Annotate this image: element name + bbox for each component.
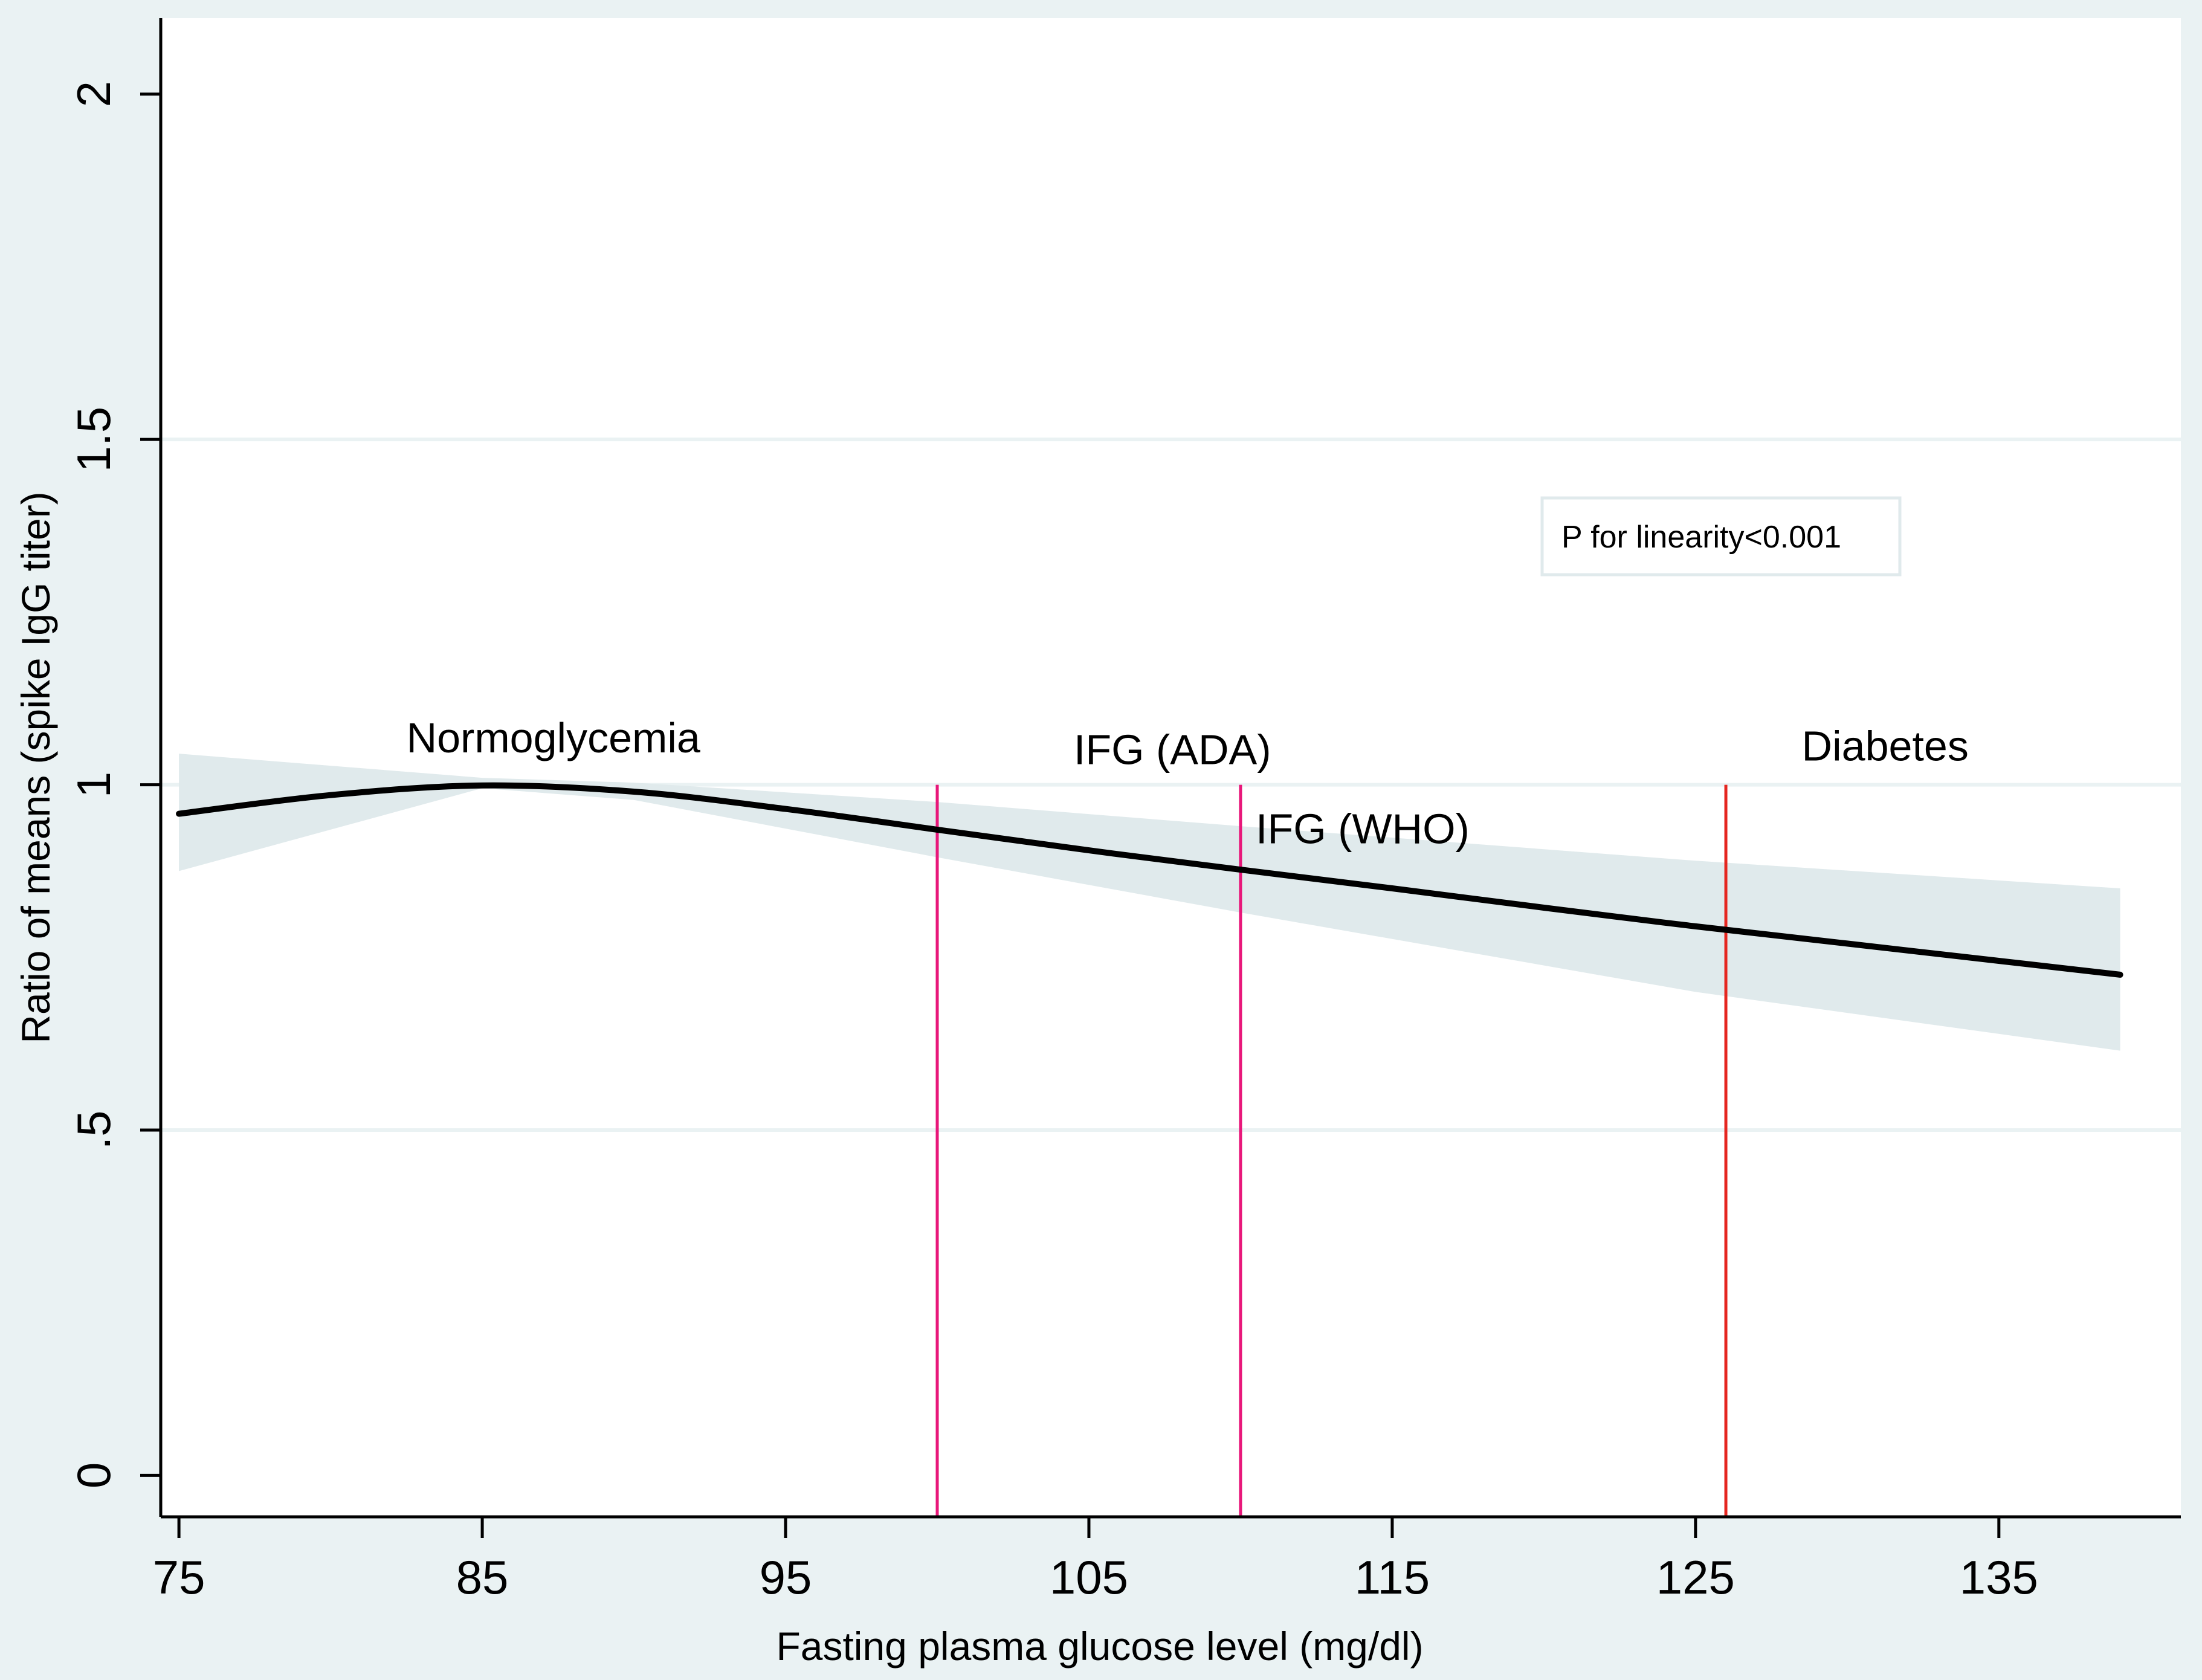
annotation-label: IFG (ADA)	[1074, 726, 1271, 773]
p-linearity-text: P for linearity<0.001	[1561, 520, 1841, 555]
plot-background	[161, 18, 2181, 1517]
x-ticks: 75 85 95 105 115 125 135	[153, 1517, 2038, 1604]
annotation-label: Diabetes	[1802, 723, 1969, 770]
x-tick-label: 95	[760, 1551, 812, 1604]
x-axis-title: Fasting plasma glucose level (mg/dl)	[776, 1624, 1423, 1669]
reference-lines	[935, 784, 1728, 1517]
y-axis-title: Ratio of means (spike IgG titer)	[13, 491, 58, 1043]
y-tick-label: .5	[67, 1110, 120, 1149]
annotation-label: Normoglycemia	[407, 714, 700, 761]
x-tick-label: 75	[153, 1551, 205, 1604]
p-linearity-box	[1540, 496, 1902, 577]
x-tick-label: 105	[1050, 1551, 1128, 1604]
y-ticks: 0 .5 1 1.5 2	[67, 81, 161, 1488]
ci-band-layer	[179, 754, 2120, 1051]
y-tick-label: 2	[67, 81, 120, 107]
x-tick-label: 115	[1355, 1551, 1430, 1604]
x-tick-label: 135	[1960, 1551, 2038, 1604]
ci-band	[179, 754, 2120, 1051]
annotations: Normoglycemia IFG (ADA) IFG (WHO) Diabetes	[407, 714, 1969, 853]
x-tick-label: 125	[1656, 1551, 1735, 1604]
x-tick-label: 85	[456, 1551, 509, 1604]
annotation-label: IFG (WHO)	[1256, 806, 1470, 853]
y-tick-label: 1	[67, 772, 120, 798]
series-line	[176, 782, 2123, 978]
series-layer	[176, 782, 2123, 978]
y-tick-label: 1.5	[67, 407, 120, 472]
y-tick-label: 0	[67, 1462, 120, 1488]
